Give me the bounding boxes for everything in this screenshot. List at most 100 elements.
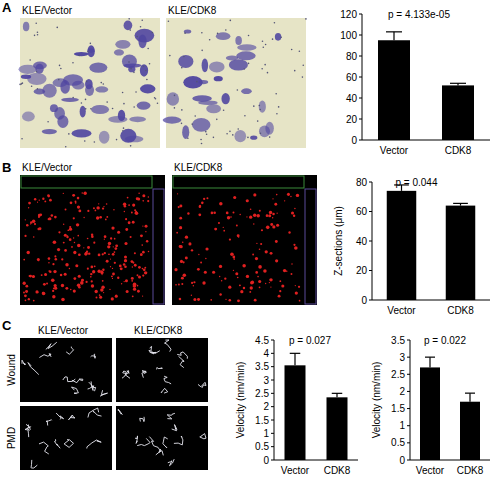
y-tick bbox=[359, 98, 362, 99]
y-tick-label: 20 bbox=[346, 114, 358, 125]
y-tick-label: 0 bbox=[263, 455, 269, 466]
cell-dot bbox=[212, 271, 215, 274]
cell-dot bbox=[296, 194, 299, 197]
track bbox=[87, 440, 101, 449]
pore bbox=[201, 143, 203, 145]
cell-dot bbox=[223, 227, 224, 228]
y-tick bbox=[359, 77, 362, 78]
cell-dot bbox=[106, 216, 108, 218]
cell-dot bbox=[25, 299, 27, 301]
cell-dot bbox=[60, 274, 63, 277]
y-tick-label: 1 bbox=[399, 420, 405, 431]
pore bbox=[72, 62, 74, 64]
pore bbox=[225, 29, 227, 31]
pore bbox=[168, 21, 170, 23]
y-tick bbox=[407, 391, 410, 392]
pore bbox=[68, 133, 70, 135]
cell bbox=[192, 95, 212, 102]
cell-dot bbox=[77, 244, 81, 248]
cell-dot bbox=[23, 291, 25, 293]
cell-dot bbox=[294, 246, 298, 250]
cell-dot bbox=[135, 212, 139, 216]
cell-dot bbox=[43, 283, 46, 286]
cell-dot bbox=[66, 236, 68, 238]
cell-dot bbox=[229, 299, 232, 302]
cell-dot bbox=[210, 299, 212, 301]
pore bbox=[157, 102, 159, 104]
pore bbox=[262, 46, 264, 48]
x-tick-label: CDK8 bbox=[457, 465, 484, 476]
cell-dot bbox=[198, 254, 199, 255]
pore bbox=[265, 44, 267, 46]
cell bbox=[74, 52, 89, 56]
pore bbox=[280, 37, 282, 39]
pore bbox=[154, 97, 156, 99]
cell-dot bbox=[112, 278, 113, 279]
cell-dot bbox=[41, 274, 43, 276]
cell-dot bbox=[87, 246, 90, 249]
cell-dot bbox=[232, 211, 234, 213]
cell-dot bbox=[132, 295, 134, 297]
cell-dot bbox=[123, 263, 126, 266]
cell-dot bbox=[144, 267, 146, 269]
tracks bbox=[116, 338, 208, 402]
pore bbox=[196, 81, 198, 83]
pore bbox=[123, 127, 125, 129]
cell-dot bbox=[237, 277, 239, 279]
cell bbox=[63, 74, 83, 86]
y-tick bbox=[271, 366, 274, 367]
cell-dot bbox=[281, 285, 284, 288]
cell-dot bbox=[72, 194, 75, 197]
cell-dot bbox=[179, 217, 182, 220]
cell-dot bbox=[177, 193, 178, 194]
cell-dot bbox=[125, 279, 128, 282]
tracks bbox=[20, 338, 112, 402]
cell-dot bbox=[91, 284, 94, 287]
cell-dot bbox=[111, 275, 113, 277]
cell-dot bbox=[32, 275, 35, 278]
cell-dot bbox=[213, 211, 216, 214]
cell bbox=[35, 64, 43, 74]
pore bbox=[248, 35, 250, 37]
cell-dot bbox=[63, 193, 64, 194]
cell-dot bbox=[124, 242, 127, 245]
cell bbox=[259, 126, 270, 138]
pore bbox=[229, 131, 231, 133]
pore bbox=[191, 123, 193, 125]
y-tick-label: 40 bbox=[346, 93, 358, 104]
cell-dot bbox=[140, 234, 143, 237]
cell-dot bbox=[110, 237, 112, 239]
cell-dot bbox=[142, 194, 145, 197]
pore bbox=[123, 103, 125, 105]
cell bbox=[140, 64, 148, 76]
cell-dot bbox=[37, 258, 40, 261]
cell-dot bbox=[203, 198, 205, 200]
micrograph bbox=[163, 18, 307, 148]
y-tick bbox=[369, 270, 372, 271]
cell-dot bbox=[39, 199, 40, 200]
track bbox=[137, 438, 150, 445]
cell-dot bbox=[49, 199, 52, 202]
cell-dot bbox=[114, 238, 116, 240]
cell-dot bbox=[123, 203, 126, 206]
pore bbox=[247, 137, 249, 139]
y-tick bbox=[369, 182, 372, 183]
confocal-bg bbox=[172, 175, 317, 305]
y-axis-label: Velocity (nm/min) bbox=[235, 362, 246, 439]
cell-dot bbox=[142, 251, 145, 254]
cell-dot bbox=[295, 291, 298, 294]
cell-dot bbox=[179, 204, 182, 207]
annotation: p = 4.133e-05 bbox=[388, 9, 450, 20]
pore bbox=[37, 34, 39, 36]
cell-dot bbox=[81, 192, 83, 194]
cell-dot bbox=[143, 269, 146, 272]
cell-dot bbox=[132, 221, 135, 224]
cell-dot bbox=[256, 214, 259, 217]
pore bbox=[276, 113, 278, 115]
cell-dot bbox=[128, 204, 130, 206]
cell bbox=[54, 107, 65, 120]
cell-dot bbox=[37, 228, 40, 231]
cell-dot bbox=[73, 237, 74, 238]
pore bbox=[269, 136, 271, 138]
pore bbox=[205, 131, 207, 133]
